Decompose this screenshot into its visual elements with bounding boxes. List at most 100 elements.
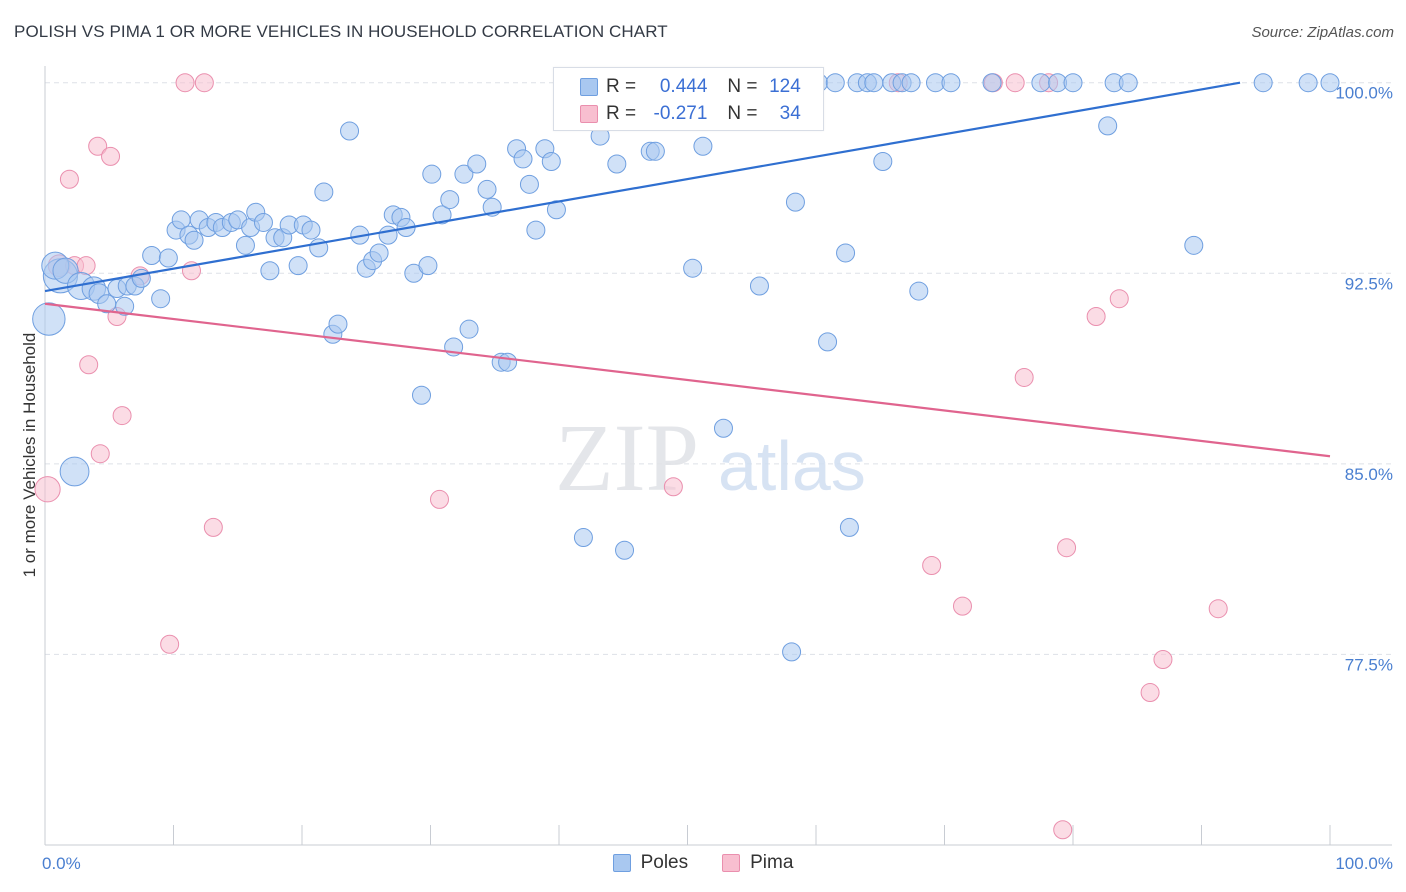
chart-title: POLISH VS PIMA 1 OR MORE VEHICLES IN HOU…	[14, 22, 668, 41]
pima-point	[1086, 306, 1106, 326]
pima-point	[663, 477, 683, 497]
poles-point	[418, 256, 438, 276]
grid-lines	[45, 82, 1392, 655]
y-tick-label: 92.5%	[1345, 274, 1393, 293]
pima-point	[101, 146, 121, 166]
poles-point	[526, 220, 546, 240]
pima-point	[175, 73, 195, 93]
poles-point	[184, 230, 204, 250]
pima-legend-swatch	[722, 854, 741, 872]
poles-point	[412, 385, 432, 405]
pima-point	[90, 444, 110, 464]
x-tick-label-max: 100.0%	[1335, 854, 1393, 873]
poles-point	[151, 289, 171, 309]
pima-point	[76, 256, 96, 276]
poles-point	[785, 192, 805, 212]
legend-item-pima[interactable]: Pima	[722, 852, 793, 874]
pima-r-label: R =	[606, 103, 637, 124]
y-axis-label: 1 or more Vehicles in Household	[20, 333, 39, 578]
poles-point	[498, 352, 518, 372]
poles-point	[422, 164, 442, 184]
poles-point	[314, 182, 334, 202]
poles-swatch	[580, 78, 598, 96]
poles-point	[288, 256, 308, 276]
poles-point	[59, 456, 90, 487]
pima-point	[952, 596, 972, 616]
pima-trend-line	[44, 302, 1331, 458]
poles-point	[573, 528, 593, 548]
poles-point	[1253, 73, 1273, 93]
source-label: Source: ZipAtlas.com	[1251, 24, 1394, 41]
pima-n-label: N =	[727, 103, 758, 124]
pima-point	[88, 136, 108, 156]
poles-legend-swatch	[612, 854, 631, 872]
y-tick-label: 100.0%	[1335, 84, 1393, 103]
pima-point	[194, 73, 214, 93]
poles-point	[541, 151, 561, 171]
poles-point	[546, 200, 566, 220]
pima-point	[160, 634, 180, 654]
pima-r-value: -0.271	[653, 103, 708, 124]
x-tick-label-min: 0.0%	[42, 854, 81, 873]
poles-point	[818, 332, 838, 352]
watermark-atlas: atlas	[718, 427, 866, 505]
pima-n-value: 34	[779, 103, 801, 124]
poles-point	[645, 141, 665, 161]
pima-point	[203, 517, 223, 537]
poles-point	[607, 154, 627, 174]
legend-item-poles[interactable]: Poles	[612, 852, 688, 874]
tick-labels: 77.5% 85.0% 92.5% 100.0% 0.0% 100.0%	[42, 84, 1393, 873]
pima-point	[1153, 650, 1173, 670]
poles-point	[909, 281, 929, 301]
poles-point	[301, 220, 321, 240]
pima-point	[112, 406, 132, 426]
trend-lines	[44, 81, 1331, 458]
axes	[44, 66, 1392, 846]
poles-point	[1320, 73, 1340, 93]
poles-point	[713, 418, 733, 438]
poles-point	[901, 73, 921, 93]
poles-r-value: 0.444	[659, 76, 708, 97]
poles-point	[32, 302, 66, 336]
pima-point	[922, 555, 942, 575]
poles-point	[749, 276, 769, 296]
poles-point	[782, 642, 802, 662]
poles-point	[378, 225, 398, 245]
poles-point	[1184, 235, 1204, 255]
pima-point	[1005, 73, 1025, 93]
poles-point	[683, 258, 703, 278]
pima-legend-label: Pima	[750, 852, 794, 873]
poles-point	[1298, 73, 1318, 93]
poles-point	[982, 73, 1002, 93]
pima-point	[1057, 538, 1077, 558]
poles-point	[235, 235, 255, 255]
pima-point	[34, 476, 61, 503]
poles-point	[369, 243, 389, 263]
pima-point	[1208, 599, 1228, 619]
poles-point	[115, 296, 135, 316]
pima-point	[1140, 683, 1160, 703]
legend-row-pima: R = -0.271 N = 34	[554, 101, 801, 127]
poles-point	[693, 136, 713, 156]
poles-point	[1031, 73, 1051, 93]
poles-point	[1063, 73, 1083, 93]
poles-point	[328, 314, 348, 334]
legend-row-poles: R = 0.444 N = 124	[554, 74, 801, 100]
poles-point	[158, 248, 178, 268]
pima-point	[1053, 820, 1073, 840]
poles-n-value: 124	[769, 76, 801, 97]
poles-point	[467, 154, 487, 174]
poles-point	[615, 540, 635, 560]
poles-point	[1118, 73, 1138, 93]
poles-point	[253, 212, 273, 232]
pima-point	[1109, 289, 1129, 309]
y-tick-label: 77.5%	[1345, 655, 1393, 674]
poles-point	[839, 517, 859, 537]
pima-point	[59, 169, 79, 189]
poles-point	[873, 151, 893, 171]
poles-point	[519, 174, 539, 194]
y-tick-label: 85.0%	[1345, 465, 1393, 484]
poles-point	[1098, 116, 1118, 136]
stats-legend: R = 0.444 N = 124 R = -0.271 N = 34	[553, 67, 824, 131]
